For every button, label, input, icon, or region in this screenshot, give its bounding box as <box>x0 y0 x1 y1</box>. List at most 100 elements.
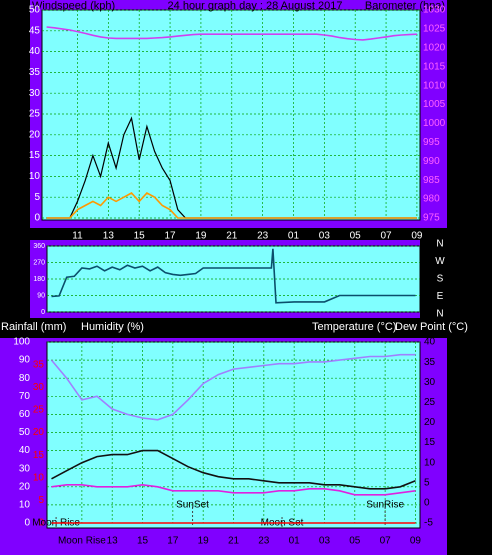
y2-tick-label: 1020 <box>423 42 446 53</box>
event-label: SunSet <box>176 500 209 511</box>
y-tick-label: 20 <box>19 481 31 492</box>
x-tick-label: 01 <box>288 231 300 242</box>
x-tick-label: 01 <box>289 536 301 547</box>
y2-tick-label: -5 <box>424 518 433 529</box>
series-line <box>50 353 416 421</box>
x-tick-label: 03 <box>319 536 331 547</box>
y2-tick-label: 15 <box>424 437 436 448</box>
y3-tick-label: 5 <box>38 495 44 506</box>
x-tick-label: 03 <box>319 231 331 242</box>
compass-label: N <box>436 309 443 320</box>
x-tick-label: Moon Rise <box>58 536 106 547</box>
x-tick-label: 07 <box>380 231 392 242</box>
y2-tick-label: 975 <box>423 213 440 224</box>
y2-tick-label: 35 <box>424 357 436 368</box>
series-line <box>51 248 416 304</box>
x-tick-label: 07 <box>380 536 392 547</box>
y2-tick-label: 25 <box>424 397 436 408</box>
compass-label: E <box>437 291 444 302</box>
plot-area <box>41 9 421 221</box>
y2-tick-label: 0 <box>424 498 430 509</box>
y3-tick-label: 10 <box>33 472 45 483</box>
y3-tick-label: 25 <box>33 405 45 416</box>
y2-tick-label: 10 <box>424 457 436 468</box>
y-tick-label: 40 <box>19 445 31 456</box>
y2-tick-label: 990 <box>423 156 440 167</box>
x-tick-label: 05 <box>350 231 362 242</box>
x-tick-label: 15 <box>137 536 149 547</box>
series-line <box>46 26 417 41</box>
rain-axis-title: Rainfall (mm) <box>1 321 66 333</box>
y-tick-label: 45 <box>29 25 41 36</box>
y2-tick-label: 1025 <box>423 24 446 35</box>
y3-tick-label: 35 <box>33 359 45 370</box>
y3-tick-label: 30 <box>33 382 45 393</box>
y-tick-label: 10 <box>19 500 31 511</box>
y3-tick-label: 15 <box>33 450 45 461</box>
y2-tick-label: 20 <box>424 417 436 428</box>
y2-tick-label: 1010 <box>423 80 446 91</box>
compass-label: N <box>436 239 443 250</box>
y2-tick-label: 995 <box>423 137 440 148</box>
chart-title: 24 hour graph day : 28 August 2017 <box>168 0 343 12</box>
y2-tick-label: 5 <box>424 477 430 488</box>
y-tick-label: 30 <box>19 463 31 474</box>
y-tick-label: 50 <box>19 427 31 438</box>
y3-tick-label: 0 <box>38 518 44 529</box>
dewpoint-axis-title: Dew Point (°C) <box>395 321 468 333</box>
y-tick-label: 0 <box>34 213 40 224</box>
y-tick-label: 25 <box>29 109 41 120</box>
y2-tick-label: 30 <box>424 377 436 388</box>
y2-tick-label: 980 <box>423 194 440 205</box>
x-tick-label: 17 <box>164 231 176 242</box>
x-tick-label: 13 <box>107 536 119 547</box>
x-tick-label: 19 <box>195 231 207 242</box>
y-tick-label: 50 <box>29 5 41 16</box>
x-tick-label: 15 <box>134 231 146 242</box>
y2-tick-label: 1005 <box>423 99 446 110</box>
y-tick-label: 90 <box>37 292 45 299</box>
x-tick-label: 21 <box>228 536 240 547</box>
y2-tick-label: 1015 <box>423 61 446 72</box>
y-tick-label: 40 <box>29 46 41 57</box>
humidity-axis-title: Humidity (%) <box>81 321 144 333</box>
x-tick-label: 13 <box>103 231 115 242</box>
y-tick-label: 100 <box>13 337 30 348</box>
x-tick-label: 23 <box>258 536 270 547</box>
y-tick-label: 5 <box>34 192 40 203</box>
y-tick-label: 0 <box>24 518 30 529</box>
y2-tick-label: 40 <box>424 337 436 348</box>
y-tick-label: 20 <box>29 129 41 140</box>
x-tick-label: 19 <box>198 536 210 547</box>
x-tick-label: 11 <box>72 231 83 242</box>
series-line <box>51 449 416 490</box>
series-line <box>51 483 416 496</box>
y-tick-label: 70 <box>19 391 31 402</box>
temperature-axis-title: Temperature (°C) <box>312 321 396 333</box>
series-line <box>46 191 417 219</box>
x-tick-label: 17 <box>167 536 179 547</box>
compass-label: S <box>437 274 444 285</box>
x-tick-label: 05 <box>349 536 361 547</box>
y-tick-label: 30 <box>29 88 41 99</box>
x-tick-label: 09 <box>411 231 423 242</box>
y-tick-label: 80 <box>19 373 31 384</box>
y-tick-label: 10 <box>29 171 41 182</box>
y-tick-label: 360 <box>33 243 45 250</box>
y-tick-label: 60 <box>19 409 31 420</box>
y-tick-label: 35 <box>29 67 41 78</box>
y-tick-label: 90 <box>19 355 31 366</box>
y-tick-label: 270 <box>33 259 45 266</box>
y2-tick-label: 1000 <box>423 118 446 129</box>
y-axis-title: Windspeed (kph) <box>32 0 115 12</box>
y3-tick-label: 20 <box>33 427 45 438</box>
y2-tick-label: 1030 <box>423 5 446 16</box>
x-tick-label: 09 <box>410 536 422 547</box>
y-tick-label: 180 <box>33 276 45 283</box>
y-tick-label: 0 <box>41 309 45 316</box>
y2-tick-label: 985 <box>423 175 440 186</box>
x-tick-label: 21 <box>226 231 238 242</box>
event-label: SunRise <box>366 500 404 511</box>
x-tick-label: 23 <box>257 231 269 242</box>
